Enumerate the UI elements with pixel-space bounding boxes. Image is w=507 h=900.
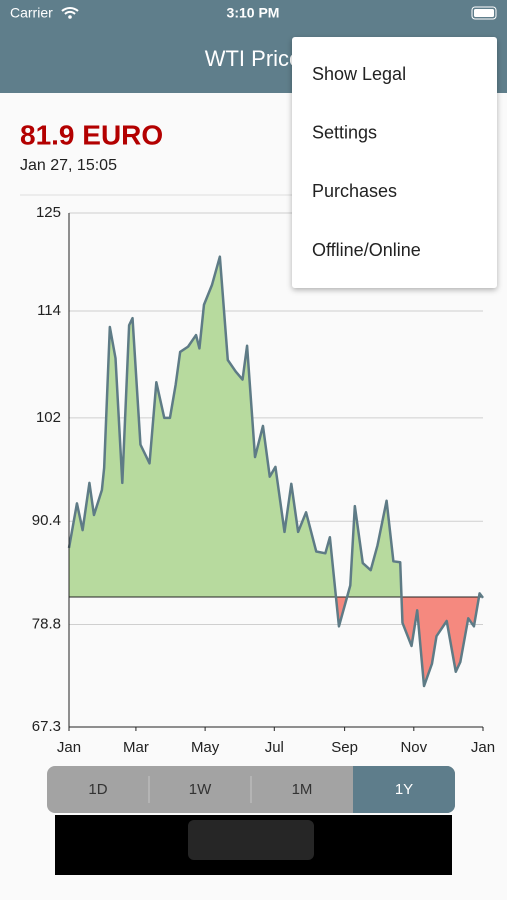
- x-tick-label: Jan: [471, 739, 495, 756]
- menu-item[interactable]: Show Legal: [312, 64, 406, 84]
- menu-item[interactable]: Settings: [312, 122, 377, 142]
- menu-item[interactable]: Offline/Online: [312, 240, 421, 260]
- battery: [471, 6, 497, 20]
- segment-label[interactable]: 1M: [292, 781, 313, 798]
- carrier: Carrier: [10, 5, 53, 21]
- clock: 3:10 PM: [227, 5, 280, 21]
- y-tick-label: 114: [37, 302, 61, 319]
- x-tick-label: Sep: [331, 739, 358, 756]
- y-tick-label: 90.4: [32, 512, 61, 529]
- menu-panel: [292, 37, 497, 288]
- price: 81.9 EURO: [20, 119, 163, 150]
- nav-title: WTI Price: [205, 46, 302, 71]
- wifi-icon: [61, 7, 79, 15]
- x-tick-label: Jan: [57, 739, 81, 756]
- menu-item[interactable]: Purchases: [312, 181, 397, 201]
- ad-button[interactable]: [188, 820, 314, 860]
- selected-segment: [353, 766, 455, 813]
- x-tick-label: May: [191, 739, 220, 756]
- y-tick-label: 78.8: [32, 616, 61, 633]
- segment-label[interactable]: 1D: [88, 781, 107, 798]
- y-tick-label: 125: [36, 204, 61, 221]
- menu: [292, 37, 497, 288]
- battery-level: [474, 9, 494, 17]
- x-tick-label: Nov: [400, 739, 427, 756]
- price-line: [67, 255, 484, 688]
- x-tick-label: Mar: [123, 739, 149, 756]
- range-selector: 1D 1W 1M 1Y: [47, 766, 455, 813]
- y-tick-label: 67.3: [32, 718, 61, 735]
- timestamp: Jan 27, 15:05: [20, 157, 117, 174]
- menu-items: Show Legal Settings Purchases Offline/Onlin…: [312, 64, 421, 260]
- segment-label[interactable]: 1W: [189, 781, 212, 798]
- wifi-dot: [68, 15, 72, 19]
- area-above: [69, 256, 483, 597]
- x-tick-label: Jul: [265, 739, 284, 756]
- area-below: [335, 596, 483, 687]
- y-tick-label: 102: [36, 409, 61, 426]
- segment-label[interactable]: 1Y: [395, 781, 413, 798]
